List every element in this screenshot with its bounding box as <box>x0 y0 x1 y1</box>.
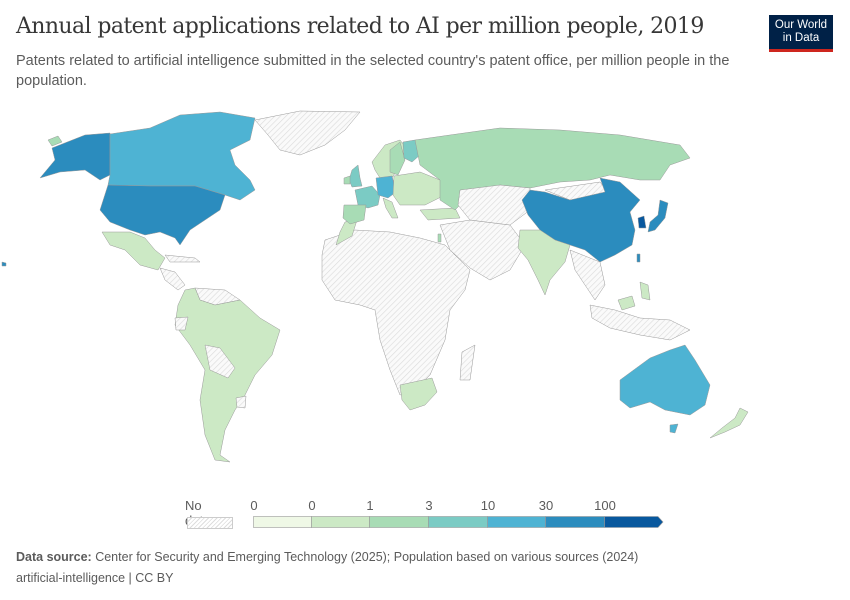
region-uk[interactable] <box>348 164 363 188</box>
region-eastern-europe[interactable] <box>392 171 446 206</box>
region-bolivia[interactable] <box>204 344 236 379</box>
region-united-states[interactable] <box>99 184 226 246</box>
logo-line-2: in Data <box>782 32 820 44</box>
region-alaska[interactable] <box>39 132 111 181</box>
legend-bin-4[interactable] <box>428 516 488 528</box>
legend-tick: 30 <box>538 498 554 513</box>
region-turkey[interactable] <box>419 207 461 221</box>
source-text: Center for Security and Emerging Technol… <box>91 550 639 564</box>
owid-logo[interactable]: Our World in Data <box>769 15 833 52</box>
legend-no-data-swatch <box>187 517 233 529</box>
region-israel[interactable] <box>437 233 442 243</box>
chart-subtitle: Patents related to artificial intelligen… <box>16 53 730 89</box>
region-hawaii[interactable] <box>1 261 7 267</box>
region-south-africa[interactable] <box>399 377 438 411</box>
logo-line-1: Our World <box>774 19 828 31</box>
legend-bin-7[interactable] <box>604 516 664 528</box>
license-line[interactable]: artificial-intelligence | CC BY <box>16 571 174 585</box>
region-south-korea[interactable] <box>637 215 647 229</box>
region-philippines[interactable] <box>639 281 651 301</box>
region-sweden[interactable] <box>389 141 406 176</box>
region-indonesia[interactable] <box>589 304 691 341</box>
region-france[interactable] <box>354 185 381 209</box>
legend-color-bar <box>253 516 664 528</box>
region-spain-portugal[interactable] <box>342 204 367 225</box>
region-finland[interactable] <box>402 139 421 163</box>
region-malaysia[interactable] <box>617 295 636 311</box>
data-source-line: Data source: Center for Security and Eme… <box>16 547 638 568</box>
legend-bin-2[interactable] <box>311 516 370 528</box>
region-germany[interactable] <box>375 175 397 199</box>
region-ecuador[interactable] <box>174 316 189 331</box>
region-italy[interactable] <box>382 197 399 219</box>
footer: Data source: Center for Security and Eme… <box>16 547 638 589</box>
region-uruguay[interactable] <box>235 395 247 409</box>
legend-bin-6[interactable] <box>545 516 605 528</box>
world-map <box>1 110 749 463</box>
legend-tick: 10 <box>480 498 496 513</box>
legend-tick: 100 <box>594 498 616 513</box>
region-australia[interactable] <box>619 344 711 416</box>
legend-tick: 3 <box>425 498 433 513</box>
legend-bin-5[interactable] <box>487 516 546 528</box>
region-caribbean[interactable] <box>164 254 201 263</box>
legend-bin-3[interactable] <box>369 516 429 528</box>
region-central-asia[interactable] <box>457 184 531 226</box>
region-southeast-asia[interactable] <box>569 249 606 301</box>
region-mexico[interactable] <box>101 231 166 271</box>
region-new-zealand[interactable] <box>709 407 749 439</box>
legend-tick: 1 <box>366 498 374 513</box>
region-tasmania[interactable] <box>669 423 679 434</box>
region-africa[interactable] <box>321 229 471 396</box>
region-taiwan[interactable] <box>636 253 641 263</box>
region-madagascar[interactable] <box>459 344 476 381</box>
source-label: Data source: <box>16 550 92 564</box>
legend-tick: 0 <box>308 498 316 513</box>
region-greenland[interactable] <box>254 110 361 156</box>
legend-tick: 0 <box>250 498 258 513</box>
region-chukotka[interactable] <box>47 135 63 147</box>
region-central-america[interactable] <box>159 267 186 291</box>
legend-bin-1[interactable] <box>253 516 312 528</box>
chart-title: Annual patent applications related to AI… <box>16 14 704 39</box>
region-japan[interactable] <box>647 199 669 233</box>
region-ireland[interactable] <box>343 175 351 185</box>
region-india[interactable] <box>517 229 571 296</box>
